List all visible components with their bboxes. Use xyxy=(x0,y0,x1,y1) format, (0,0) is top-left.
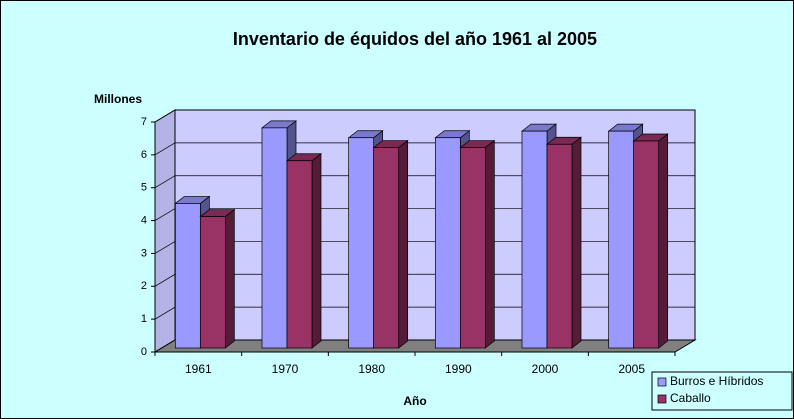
bar xyxy=(521,130,548,349)
bar xyxy=(286,160,313,349)
y-axis-label: Millones xyxy=(94,92,142,106)
bar xyxy=(633,140,660,349)
grid-line xyxy=(154,109,695,123)
y-tick-label: 6 xyxy=(141,149,147,161)
bar-side xyxy=(398,139,409,349)
y-tick-label: 1 xyxy=(141,313,147,325)
bar-side xyxy=(571,136,582,349)
bar xyxy=(546,143,573,349)
bar xyxy=(459,147,486,349)
legend-box xyxy=(651,371,793,411)
x-axis-label: Año xyxy=(403,394,426,408)
side-wall xyxy=(154,109,176,353)
bar xyxy=(199,216,226,349)
legend-swatch xyxy=(657,394,667,404)
y-tick-label: 5 xyxy=(141,182,147,194)
x-tick-label: 2000 xyxy=(532,362,559,376)
bar xyxy=(608,130,635,349)
y-tick-label: 3 xyxy=(141,247,147,259)
x-tick-label: 1990 xyxy=(445,362,472,376)
bar xyxy=(434,137,461,349)
y-tick-label: 7 xyxy=(141,116,147,128)
bar-side xyxy=(484,139,495,349)
bar-side xyxy=(658,133,669,349)
x-tick-label: 1970 xyxy=(272,362,299,376)
bar-side xyxy=(224,208,235,349)
y-tick-label: 0 xyxy=(141,346,147,358)
bar-side xyxy=(311,152,322,349)
x-tick-label: 2005 xyxy=(618,362,645,376)
x-tick-label: 1980 xyxy=(358,362,385,376)
y-tick-label: 2 xyxy=(141,280,147,292)
legend-label: Burros e Híbridos xyxy=(670,374,763,388)
bar xyxy=(174,203,201,349)
legend-label: Caballo xyxy=(670,391,711,405)
y-tick-label: 4 xyxy=(141,214,147,226)
bar xyxy=(348,137,375,349)
bar xyxy=(261,127,288,349)
legend-swatch xyxy=(657,377,667,387)
x-tick-label: 1961 xyxy=(185,362,212,376)
chart-title: Inventario de équidos del año 1961 al 20… xyxy=(233,29,597,49)
bar xyxy=(373,147,400,349)
